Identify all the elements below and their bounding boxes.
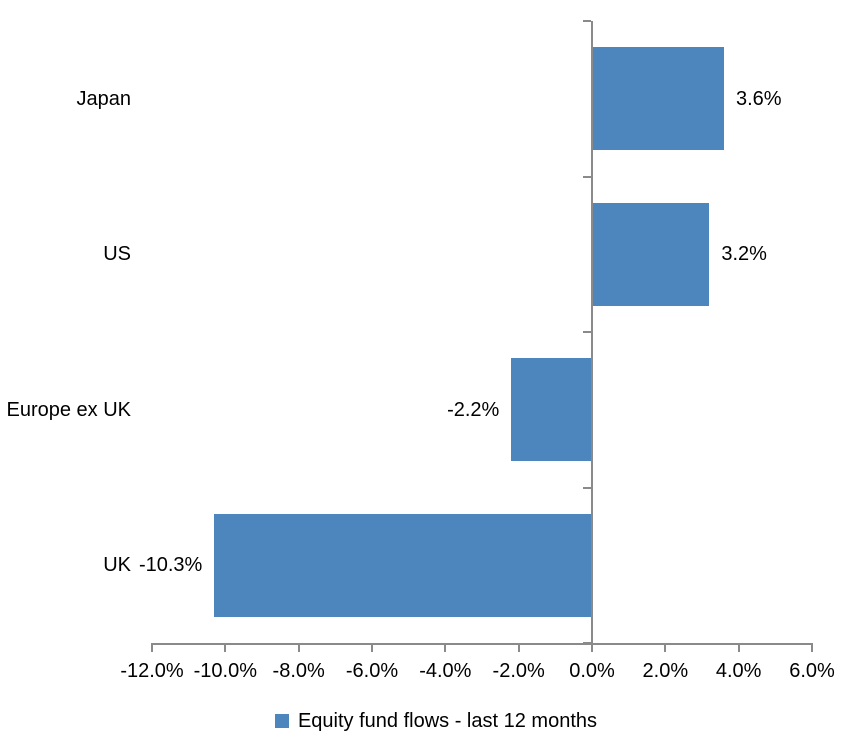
x-axis-tick [151, 643, 153, 652]
value-label-europe-ex-uk: -2.2% [447, 398, 500, 421]
x-axis-tick-label: 6.0% [789, 660, 835, 682]
x-axis-tick-label: -12.0% [120, 660, 184, 682]
value-label-japan: 3.6% [736, 87, 782, 110]
x-axis-tick-label: -2.0% [492, 660, 545, 682]
x-axis-tick-label: -8.0% [272, 660, 325, 682]
x-axis-tick [664, 643, 667, 652]
category-axis-tick [583, 175, 591, 178]
bar-europe-ex-uk [511, 358, 592, 462]
x-axis-tick-label: 2.0% [642, 660, 689, 682]
bar-japan [592, 47, 724, 151]
category-label-japan: Japan [76, 87, 132, 110]
x-axis-tick [297, 643, 300, 652]
plot-area: Japan 3.6% US 3.2% Europe ex UK -2.2% UK -10.3%… [6, 20, 835, 682]
x-axis-tick [371, 643, 373, 652]
x-axis-line [152, 643, 813, 645]
legend-marker-swatch [274, 714, 289, 728]
zero-axis-line [591, 21, 593, 652]
value-label-uk: -10.3% [138, 554, 203, 577]
x-axis-tick-label: -4.0% [419, 660, 472, 682]
value-label-us: 3.2% [721, 243, 767, 266]
x-axis-tick [444, 643, 447, 652]
bar-us [592, 202, 710, 306]
x-axis-tick-label: 0.0% [569, 660, 615, 682]
category-label-europe-ex-uk: Europe ex UK [6, 398, 131, 421]
x-axis-tick [517, 643, 520, 652]
x-axis-tick [737, 643, 740, 652]
x-axis-tick-label: 4.0% [715, 660, 762, 682]
category-axis-tick [583, 20, 591, 22]
category-axis-tick [583, 331, 591, 333]
x-axis-tick [591, 643, 593, 652]
category-axis-tick [583, 642, 591, 644]
x-axis-tick-label: -6.0% [345, 660, 399, 682]
bar-uk [214, 513, 592, 617]
legend-label: Equity fund flows - last 12 months [297, 710, 598, 732]
x-axis-tick [224, 643, 227, 652]
x-axis-tick [811, 643, 813, 652]
category-label-uk: UK [103, 554, 131, 577]
legend: Equity fund flows - last 12 months [0, 706, 852, 736]
category-axis-tick [583, 486, 591, 489]
x-axis-tick-label: -10.0% [193, 660, 258, 682]
category-label-us: US [103, 243, 131, 266]
